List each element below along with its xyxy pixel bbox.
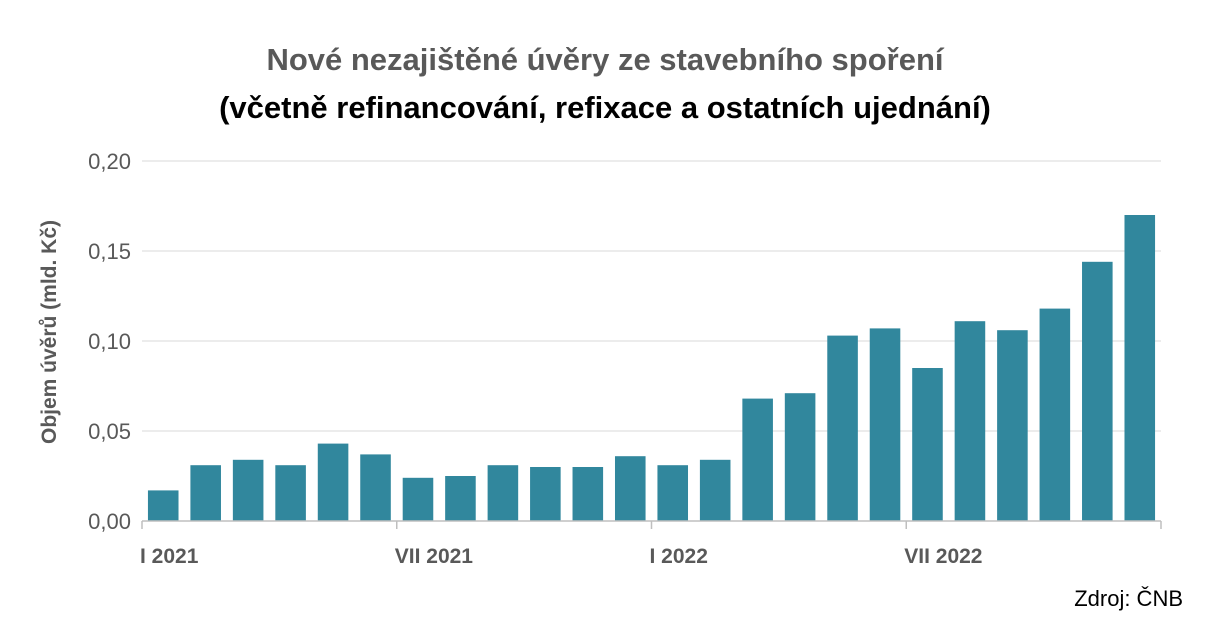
bar — [147, 490, 179, 521]
bar — [402, 477, 434, 521]
bar — [1039, 308, 1071, 521]
y-axis-label: Objem úvěrů (mld. Kč) — [38, 220, 61, 444]
bar — [614, 456, 646, 521]
bar — [827, 335, 858, 521]
x-tick-label: VII 2021 — [395, 545, 474, 568]
bar — [1082, 261, 1113, 521]
gridlines — [142, 160, 1161, 432]
bar — [699, 459, 731, 521]
chart-title: Nové nezajištěné úvěry ze stavebního spo… — [266, 42, 944, 77]
bar — [784, 393, 816, 521]
y-tick-label: 0,15 — [88, 239, 131, 264]
chart-subtitle: (včetně refinancování, refixace a ostatn… — [219, 90, 991, 125]
bar — [360, 454, 391, 521]
bar — [912, 368, 943, 521]
bar — [869, 328, 901, 521]
bar — [1124, 215, 1156, 521]
bar — [572, 467, 604, 521]
bars — [147, 215, 1156, 521]
bar — [445, 476, 476, 521]
y-tick-label: 0,05 — [88, 419, 131, 444]
y-tick-label: 0,00 — [88, 509, 131, 534]
bar — [232, 459, 264, 521]
bar — [530, 467, 561, 521]
x-tick-label: I 2021 — [140, 545, 199, 568]
y-tick-label: 0,10 — [88, 329, 131, 354]
bar — [954, 321, 986, 521]
bar — [317, 443, 349, 521]
bar — [742, 398, 773, 521]
x-tick-label: I 2022 — [650, 545, 708, 568]
y-axis-ticks: 0,00 0,05 0,10 0,15 0,20 — [88, 149, 131, 534]
x-tick-label: VII 2022 — [904, 545, 982, 568]
x-axis: I 2021 VII 2021 I 2022 VII 2022 — [140, 520, 1162, 568]
bar — [997, 330, 1028, 521]
bar — [190, 465, 221, 521]
y-tick-label: 0,20 — [88, 149, 131, 174]
bar — [657, 465, 689, 521]
bar — [275, 465, 306, 521]
source-note: Zdroj: ČNB — [1074, 586, 1183, 611]
bar — [487, 465, 519, 521]
